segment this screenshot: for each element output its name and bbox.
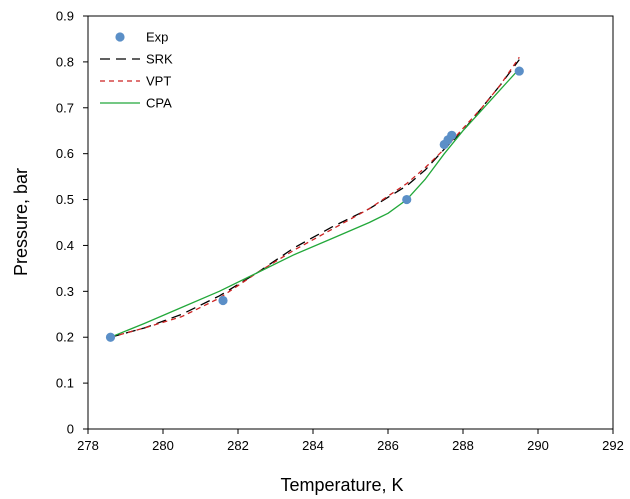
x-tick-label: 290 [527,438,549,453]
series-line-cpa [110,68,520,338]
x-tick-label: 286 [377,438,399,453]
x-tick-label: 280 [152,438,174,453]
y-tick-label: 0.8 [56,54,74,69]
y-tick-label: 0.6 [56,146,74,161]
y-tick-label: 0.7 [56,100,74,115]
axes-layer: 278 280 282 284 286 288 290 292 0 0.1 0.2 0.3 0.4 0.5… [56,9,624,454]
y-tick-label: 0.9 [56,9,74,24]
y-tick-label: 0.2 [56,330,74,345]
data-point-exp [402,194,412,205]
x-tick-label: 284 [302,438,324,453]
y-tick-label: 0.3 [56,284,74,299]
legend-label-exp: Exp [146,30,168,45]
legend-label-vpt: VPT [146,74,171,89]
y-tick-label: 0 [67,422,74,437]
plot-frame [87,15,614,430]
x-axis-title: Temperature, K [280,475,403,495]
y-axis-title: Pressure, bar [11,168,31,276]
legend-label-cpa: CPA [146,96,172,111]
data-point-exp [218,295,228,306]
x-tick-label: 288 [452,438,474,453]
y-tick-label: 0.4 [56,238,74,253]
y-tick-label: 0.5 [56,192,74,207]
data-point-exp [105,332,116,342]
y-tick-label: 0.1 [56,376,74,391]
legend-label-srk: SRK [146,52,173,67]
data-point-exp [514,66,524,76]
data-point-exp [447,130,457,140]
x-tick-label: 282 [227,438,249,453]
series-layer [105,56,524,342]
x-tick-label: 278 [77,438,99,453]
series-line-vpt [110,56,520,338]
legend: Exp SRK VPT CPA [100,30,173,111]
legend-marker-exp [115,32,125,42]
x-tick-label: 292 [602,438,624,453]
